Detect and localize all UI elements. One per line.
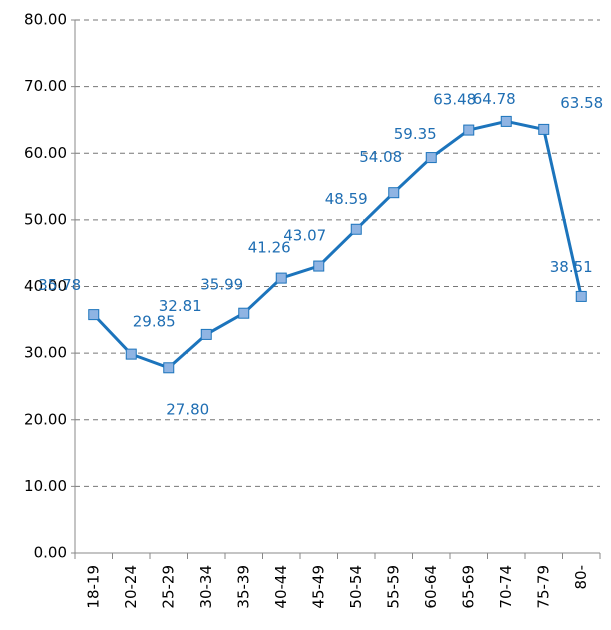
marker (538, 123, 550, 135)
value-label: 35.78 (38, 276, 81, 294)
x-tick-label: 20-24 (122, 565, 140, 609)
marker (575, 290, 587, 302)
value-label: 48.59 (325, 190, 368, 208)
value-label: 32.81 (159, 297, 202, 315)
marker (463, 124, 475, 136)
x-tick-label: 30-34 (197, 565, 215, 609)
y-tick-label: 10.00 (24, 477, 67, 495)
x-tick-label: 35-39 (234, 565, 252, 609)
marker (163, 362, 175, 374)
x-tick-label: 50-54 (347, 565, 365, 609)
x-tick-label: 70-74 (497, 565, 515, 609)
value-label: 63.58 (560, 94, 603, 112)
marker (88, 309, 100, 321)
x-tick-label: 18-19 (84, 565, 102, 609)
value-label: 29.85 (133, 313, 176, 331)
marker (238, 307, 250, 319)
marker (200, 328, 212, 340)
x-tick-label: 45-49 (309, 565, 327, 609)
y-tick-label: 40.00 (24, 277, 67, 295)
value-label: 27.80 (166, 400, 209, 418)
value-label: 35.99 (200, 276, 243, 294)
value-label: 59.35 (394, 125, 437, 143)
value-label: 54.08 (359, 148, 402, 166)
x-tick-label: 65-69 (459, 565, 477, 609)
value-label: 63.48 (433, 91, 476, 109)
y-tick-label: 30.00 (24, 344, 67, 362)
x-tick-label: 40-44 (272, 565, 290, 609)
x-tick-label: 55-59 (384, 565, 402, 609)
marker (275, 272, 287, 284)
value-label: 38.51 (550, 258, 593, 276)
marker (500, 115, 512, 127)
value-label: 41.26 (248, 239, 291, 257)
marker (125, 348, 137, 360)
y-tick-label: 20.00 (24, 410, 67, 428)
marker (388, 187, 400, 199)
marker (350, 223, 362, 235)
x-tick-label: 60-64 (422, 565, 440, 609)
y-tick-label: 80.00 (24, 11, 67, 29)
marker (313, 260, 325, 272)
value-label: 64.78 (473, 90, 516, 108)
y-tick-label: 70.00 (24, 77, 67, 95)
x-tick-label: 75-79 (534, 565, 552, 609)
value-label: 43.07 (283, 227, 326, 245)
x-tick-label: 80- (572, 565, 590, 590)
y-tick-label: 0.00 (34, 544, 67, 562)
y-tick-label: 60.00 (24, 144, 67, 162)
line (92, 119, 583, 370)
x-tick-label: 25-29 (159, 565, 177, 609)
y-tick-label: 50.00 (24, 210, 67, 228)
marker (425, 152, 437, 164)
